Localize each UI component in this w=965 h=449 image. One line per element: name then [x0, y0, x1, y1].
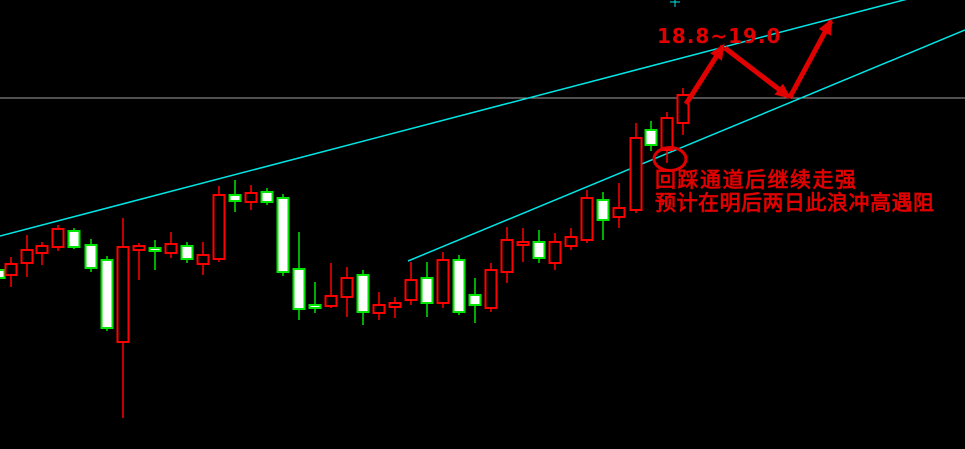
candle-body [324, 295, 338, 307]
candle-body [629, 137, 643, 211]
candle-body [276, 197, 290, 273]
candle-body [500, 239, 514, 273]
candle-body [51, 228, 65, 248]
candle-body [436, 259, 450, 304]
candle-body [564, 236, 578, 247]
candle-body [67, 230, 81, 248]
candle-body [660, 117, 674, 151]
candle-body [100, 259, 114, 329]
candle-body [596, 199, 610, 221]
candle-body [180, 245, 194, 260]
candle-body [388, 302, 402, 308]
candle-body [164, 243, 178, 254]
candle-body [4, 263, 18, 276]
candle-body [35, 245, 49, 254]
candle-body [0, 269, 6, 279]
candle-body [612, 207, 626, 218]
candle-body [212, 194, 226, 260]
forecast-annotation-line-1: 回踩通道后继续走强 [655, 168, 858, 192]
candle-body [148, 247, 162, 252]
candle-body [372, 304, 386, 314]
candle-body [356, 274, 370, 313]
pullback-highlight-ellipse [652, 146, 688, 172]
price-target-label: 18.8~19.0 [657, 24, 782, 48]
candle-body [676, 94, 690, 124]
forecast-annotation-line-2: 预计在明后两日此浪冲高遇阻 [655, 191, 935, 215]
candle-body [548, 241, 562, 264]
candle-body [244, 192, 258, 203]
candle-body [452, 259, 466, 313]
candle-body [516, 241, 530, 246]
candle-body [580, 197, 594, 241]
candle-body [116, 246, 130, 343]
upper-channel-line [0, 0, 907, 237]
candle-body [196, 254, 210, 265]
candle-body [644, 129, 658, 146]
candle-body [484, 269, 498, 309]
candle-body [420, 277, 434, 304]
candle-body [292, 268, 306, 310]
candle-body [404, 279, 418, 301]
candle-body [228, 194, 242, 202]
candle-body [468, 294, 482, 306]
candle-body [308, 304, 322, 309]
candle-body [132, 245, 146, 251]
candle-body [340, 277, 354, 298]
lower-channel-line [407, 29, 965, 262]
forecast-arrow [723, 46, 792, 99]
candle-body [20, 249, 34, 264]
candle-body [532, 241, 546, 259]
candle-body [84, 244, 98, 269]
candle-body [260, 191, 274, 203]
forecast-arrow [787, 18, 834, 99]
forecast-arrow [683, 43, 726, 106]
